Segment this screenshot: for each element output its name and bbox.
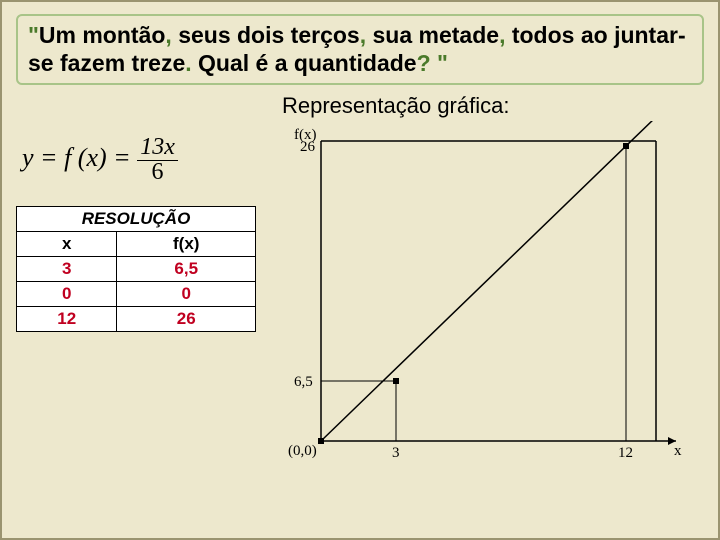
q-c3: , bbox=[499, 22, 512, 48]
q-t5: Qual é a quantidade bbox=[198, 50, 417, 76]
cell-x: 3 bbox=[17, 256, 117, 281]
cell-f: 6,5 bbox=[117, 256, 256, 281]
chart: f(x) 26 6,5 (0,0) 3 12 x bbox=[276, 121, 686, 481]
resolution-table: RESOLUÇÃO x f(x) 3 6,5 0 0 12 26 bbox=[16, 206, 256, 332]
table-row: 3 6,5 bbox=[17, 256, 256, 281]
table-header: RESOLUÇÃO bbox=[17, 206, 256, 231]
table-row: 12 26 bbox=[17, 306, 256, 331]
fraction: 13x 6 bbox=[137, 135, 178, 185]
x-tick-3: 3 bbox=[392, 445, 400, 462]
chart-svg bbox=[276, 121, 686, 481]
q-c1: , bbox=[165, 22, 178, 48]
col-fx: f(x) bbox=[117, 231, 256, 256]
table-row: 0 0 bbox=[17, 281, 256, 306]
x-tick-12: 12 bbox=[618, 445, 633, 462]
open-quote: " bbox=[28, 22, 39, 48]
fraction-num: 13x bbox=[137, 134, 178, 161]
quote-text: "Um montão, seus dois terços, sua metade… bbox=[28, 22, 692, 77]
formula-lhs: y = f (x) = bbox=[22, 143, 131, 172]
left-column: y = f (x) = 13x 6 RESOLUÇÃO x f(x) 3 6,5… bbox=[16, 121, 276, 481]
fraction-den: 6 bbox=[149, 159, 167, 185]
cell-x: 0 bbox=[17, 281, 117, 306]
quote-box: "Um montão, seus dois terços, sua metade… bbox=[16, 14, 704, 85]
representation-title: Representação gráfica: bbox=[282, 93, 718, 119]
cell-x: 12 bbox=[17, 306, 117, 331]
y-tick-65: 6,5 bbox=[294, 374, 313, 391]
origin-label: (0,0) bbox=[288, 443, 317, 460]
formula: y = f (x) = 13x 6 bbox=[16, 129, 276, 205]
cell-f: 26 bbox=[117, 306, 256, 331]
q-t2: seus dois terços bbox=[178, 22, 360, 48]
q-c2: , bbox=[360, 22, 373, 48]
q-t3: sua metade bbox=[373, 22, 500, 48]
content-row: y = f (x) = 13x 6 RESOLUÇÃO x f(x) 3 6,5… bbox=[2, 121, 718, 481]
q-t1: Um montão bbox=[39, 22, 166, 48]
col-x: x bbox=[17, 231, 117, 256]
close-quote: " bbox=[437, 50, 448, 76]
x-axis-label: x bbox=[674, 443, 682, 460]
q-c4: . bbox=[185, 50, 198, 76]
cell-f: 0 bbox=[117, 281, 256, 306]
q-c5: ? bbox=[417, 50, 437, 76]
y-tick-26: 26 bbox=[300, 139, 315, 156]
